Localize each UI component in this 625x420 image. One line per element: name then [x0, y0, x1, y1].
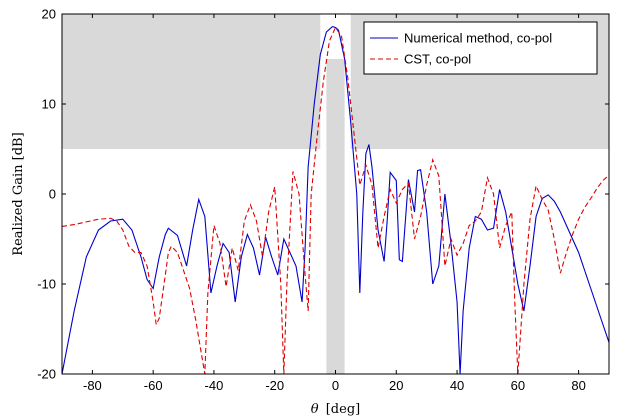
tick-labels: -80 -60 -40 -20 0 20 40 60 80 -20 -10 0 10 20 — [37, 7, 586, 394]
y-tick-label: 20 — [42, 7, 56, 22]
x-tick-label: -80 — [83, 378, 102, 393]
y-tick-label: -10 — [37, 277, 56, 292]
x-tick-label: -60 — [144, 378, 163, 393]
x-tick-label: -40 — [205, 378, 224, 393]
legend-label-numerical: Numerical method, co-pol — [404, 31, 552, 46]
x-axis-label: θ [deg] — [311, 402, 360, 417]
x-tick-label: 60 — [511, 378, 525, 393]
legend: Numerical method, co-pol CST, co-pol — [363, 21, 598, 75]
x-tick-label: 0 — [332, 378, 339, 393]
x-tick-label: 40 — [450, 378, 464, 393]
mask-region-2 — [326, 59, 345, 374]
series-line-cst — [62, 26, 609, 374]
series-line-numerical — [62, 25, 609, 374]
x-tick-label: 80 — [571, 378, 585, 393]
legend-box — [363, 21, 598, 75]
y-axis-label: Realized Gain [dB] — [11, 132, 26, 255]
legend-label-cst: CST, co-pol — [404, 52, 471, 67]
axis-ticks — [62, 13, 609, 375]
x-axis-unit: [deg] — [326, 402, 360, 417]
y-tick-label: 10 — [42, 97, 56, 112]
y-tick-label: -20 — [37, 367, 56, 382]
series-layer — [62, 25, 609, 374]
x-axis-symbol: θ — [311, 402, 319, 417]
y-tick-label: 0 — [49, 187, 56, 202]
x-tick-label: 20 — [389, 378, 403, 393]
mask-region-0 — [62, 14, 321, 149]
x-tick-label: -20 — [265, 378, 284, 393]
